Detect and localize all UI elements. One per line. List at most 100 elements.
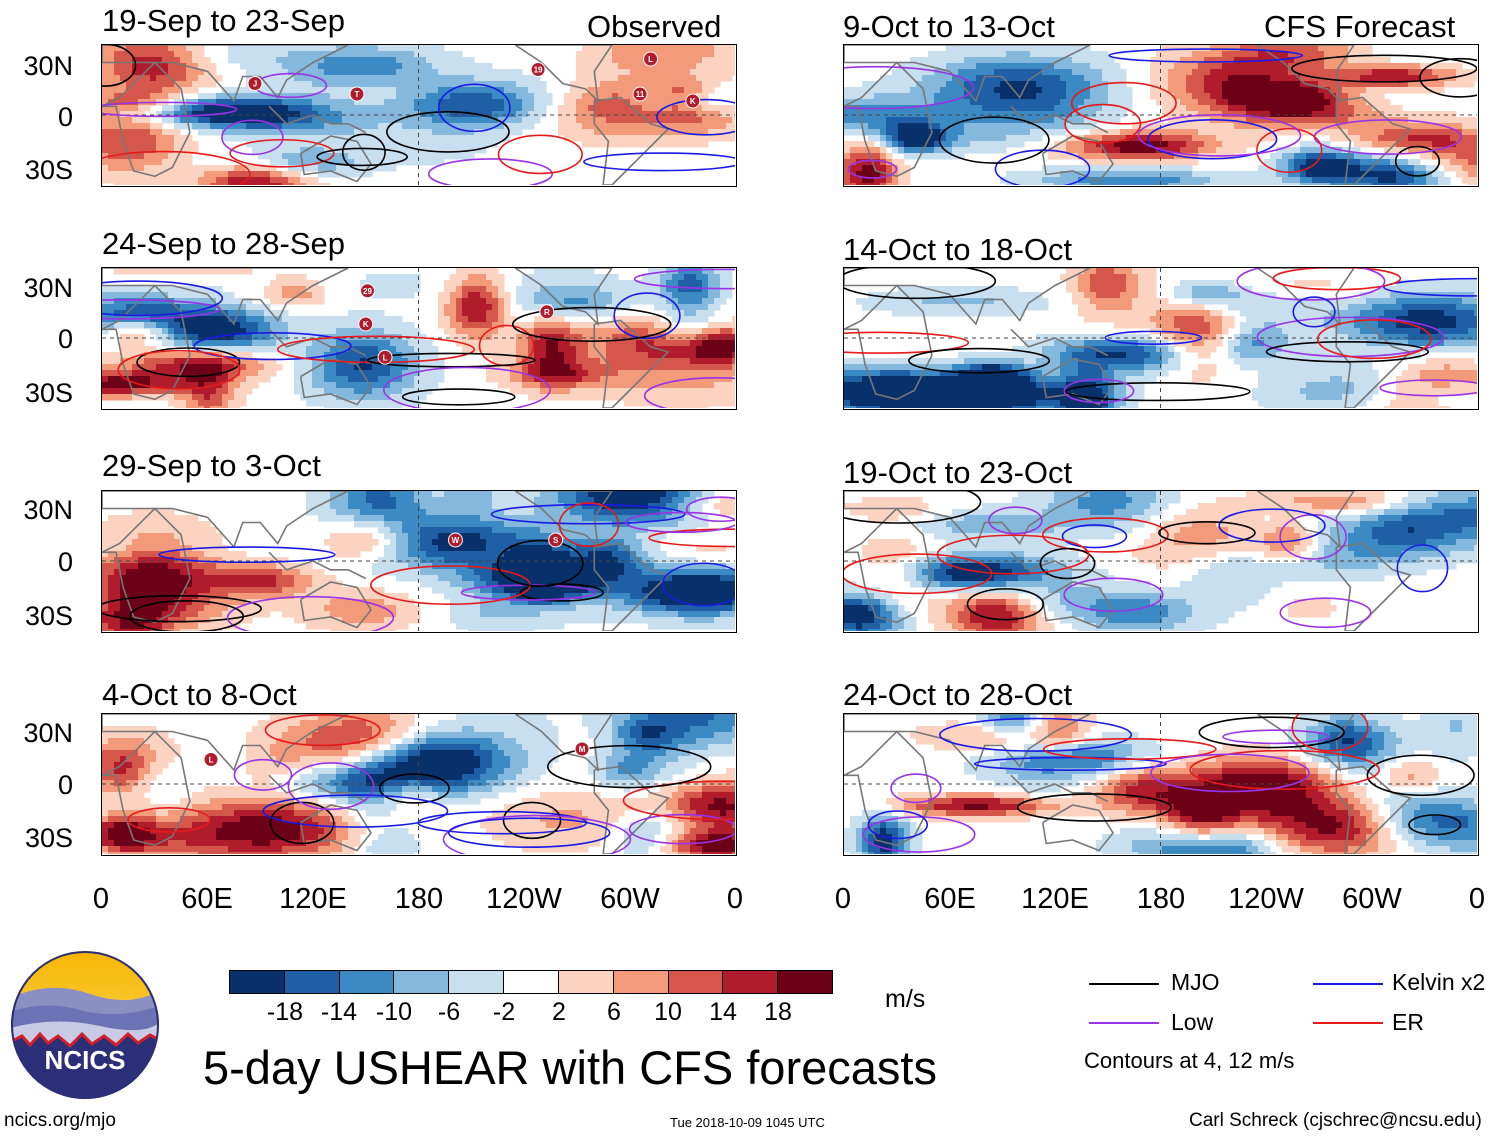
storm-marker: R	[539, 304, 555, 320]
storm-label: M	[579, 745, 586, 754]
storm-marker: 19	[530, 62, 546, 77]
x-tick-0-end: 0	[726, 883, 744, 915]
continent-outlines	[102, 714, 670, 854]
y-tick-0: 0	[57, 324, 73, 354]
legend-swatch-mjo	[1089, 983, 1159, 985]
colorbar-label: -2	[492, 998, 516, 1026]
storm-marker: K	[358, 316, 374, 332]
x-tick-120e: 120E	[1021, 883, 1089, 915]
storm-label: 11	[636, 90, 645, 99]
map-panel-forecast-1	[843, 44, 1479, 187]
map-panel-forecast-4	[843, 713, 1479, 856]
map-field: J T 19 L 11 K	[102, 45, 735, 185]
wave-contours	[102, 496, 735, 631]
colorbar-label: 10	[654, 998, 682, 1026]
forecast-header: CFS Forecast	[1264, 9, 1456, 44]
storm-label: L	[209, 756, 214, 765]
colorbar-label: -6	[437, 998, 461, 1026]
colorbar-label: 14	[709, 998, 737, 1026]
map-field	[844, 491, 1477, 631]
colorbar-swatch	[613, 971, 669, 993]
map-field: LM	[102, 714, 735, 854]
wave-contours	[844, 268, 1477, 404]
storm-marker: S	[548, 532, 564, 548]
y-tick-30n: 30N	[23, 495, 73, 525]
storm-marker: T	[349, 86, 365, 102]
y-tick-30s: 30S	[24, 601, 73, 631]
y-tick-0: 0	[57, 102, 73, 132]
storm-label: T	[355, 90, 360, 99]
colorbar-swatch	[394, 971, 450, 993]
storm-marker: W	[447, 532, 463, 548]
wave-contours	[102, 45, 735, 185]
wave-contours	[844, 48, 1477, 185]
legend-label-mjo: MJO	[1171, 969, 1220, 995]
storm-marker: L	[377, 349, 393, 365]
colorbar-swatch	[230, 971, 285, 993]
logo-graphic	[11, 951, 159, 1099]
colorbar-swatch	[778, 971, 832, 993]
legend-swatch-low	[1089, 1022, 1159, 1024]
x-tick-60w: 60W	[1342, 883, 1402, 915]
timestamp: Tue 2018-10-09 1045 UTC	[670, 1115, 825, 1130]
x-tick-60e: 60E	[924, 883, 976, 915]
storm-marker: L	[643, 51, 659, 67]
storm-marker: M	[574, 741, 590, 757]
x-tick-120w: 120W	[1228, 883, 1304, 915]
y-tick-0: 0	[57, 547, 73, 577]
legend-label-er: ER	[1392, 1009, 1424, 1035]
anomaly-field	[844, 268, 1477, 408]
x-tick-120e: 120E	[279, 883, 347, 915]
wave-contours	[127, 714, 735, 854]
continent-outlines	[102, 491, 670, 631]
colorbar-swatch	[284, 971, 340, 993]
storm-marker: L	[203, 752, 219, 767]
panel-title-forecast-2: 14-Oct to 18-Oct	[843, 232, 1073, 267]
x-tick-120w: 120W	[486, 883, 562, 915]
map-panel-forecast-2	[843, 267, 1479, 410]
map-panel-forecast-3	[843, 490, 1479, 633]
y-tick-30n: 30N	[23, 718, 73, 748]
storm-label: R	[544, 308, 550, 317]
panel-title-observed-1: 19-Sep to 23-Sep	[102, 3, 346, 38]
wave-contours	[844, 491, 1449, 629]
colorbar-label: -10	[375, 998, 413, 1026]
y-tick-30s: 30S	[24, 155, 73, 185]
colorbar-swatch	[449, 971, 505, 993]
y-tick-30n: 30N	[23, 273, 73, 303]
continent-outlines	[102, 268, 670, 408]
y-tick-30s: 30S	[24, 823, 73, 853]
contour-note: Contours at 4, 12 m/s	[1084, 1048, 1295, 1073]
x-tick-180: 180	[1136, 883, 1186, 915]
legend-label-low: Low	[1171, 1009, 1214, 1035]
storm-label: L	[648, 55, 653, 64]
main-title: 5-day USHEAR with CFS forecasts	[203, 1041, 937, 1094]
continent-outlines	[102, 45, 670, 185]
storm-marker: 29	[360, 283, 376, 299]
anomaly-field	[102, 491, 735, 631]
colorbar-swatch	[723, 971, 779, 993]
map-field	[844, 45, 1477, 185]
ncics-logo: NCICS	[10, 950, 160, 1100]
panel-title-observed-3: 29-Sep to 3-Oct	[102, 448, 321, 483]
storm-label: S	[553, 536, 559, 545]
storm-label: J	[253, 80, 257, 89]
wave-contours	[862, 714, 1475, 853]
map-panel-observed-1: J T 19 L 11 K	[101, 44, 737, 187]
map-field: 29 K L R	[102, 268, 735, 408]
y-tick-30n: 30N	[23, 51, 73, 81]
credit: Carl Schreck (cjschrec@ncsu.edu)	[1189, 1110, 1482, 1131]
map-field	[844, 714, 1477, 854]
legend-swatch-er	[1313, 1022, 1383, 1024]
logo-text: NCICS	[44, 1045, 126, 1075]
source-url: ncics.org/mjo	[4, 1110, 116, 1131]
panel-title-observed-2: 24-Sep to 28-Sep	[102, 226, 346, 261]
panel-title-forecast-1: 9-Oct to 13-Oct	[843, 9, 1055, 44]
colorbar	[229, 970, 833, 994]
colorbar-label: -18	[266, 998, 304, 1026]
x-tick-180: 180	[394, 883, 444, 915]
storm-marker: 11	[632, 86, 648, 102]
x-tick-0-end: 0	[1468, 883, 1486, 915]
